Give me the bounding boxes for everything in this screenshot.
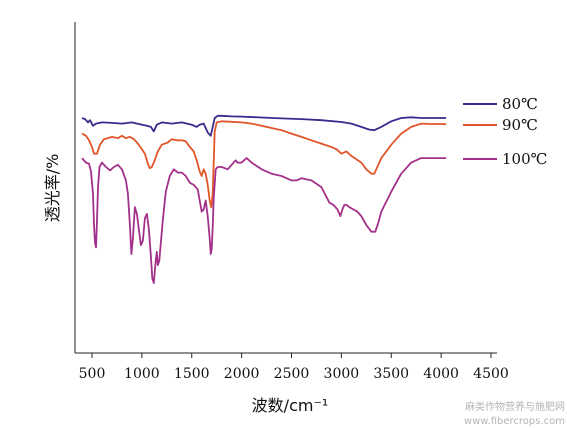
- x-tick-label: 2500: [274, 366, 310, 382]
- legend-label-1: 80℃: [502, 95, 538, 113]
- x-tick-label: 3000: [324, 366, 360, 382]
- y-axis-title: 透光率/%: [43, 154, 62, 223]
- x-axis-title: 波数/cm⁻¹: [252, 396, 329, 415]
- x-tick-label: 4500: [473, 366, 509, 382]
- x-tick-label: 4000: [423, 366, 459, 382]
- x-axis-ticks: 500 1000 1500 2000 2500 3000 3500 4000 4500: [79, 353, 509, 382]
- watermark: 麻类作物营养与施肥网 www.fibercrops.com: [464, 400, 565, 427]
- series-line-1: [81, 114, 447, 137]
- series-lines: [81, 114, 447, 284]
- watermark-line-2: www.fibercrops.com: [464, 416, 565, 427]
- x-tick-label: 500: [79, 366, 106, 382]
- legend-label-3: 100℃: [502, 150, 547, 168]
- series-line-2: [81, 120, 447, 209]
- x-tick-label: 2000: [224, 366, 260, 382]
- x-tick-label: 3500: [373, 366, 409, 382]
- x-tick-label: 1000: [124, 366, 160, 382]
- series-line-3: [81, 157, 447, 284]
- plot-frame: [74, 22, 497, 354]
- legend-label-2: 90℃: [502, 116, 538, 134]
- x-tick-label: 1500: [174, 366, 210, 382]
- legend: 80℃ 90℃ 100℃: [463, 95, 547, 168]
- watermark-line-1: 麻类作物营养与施肥网: [465, 400, 565, 413]
